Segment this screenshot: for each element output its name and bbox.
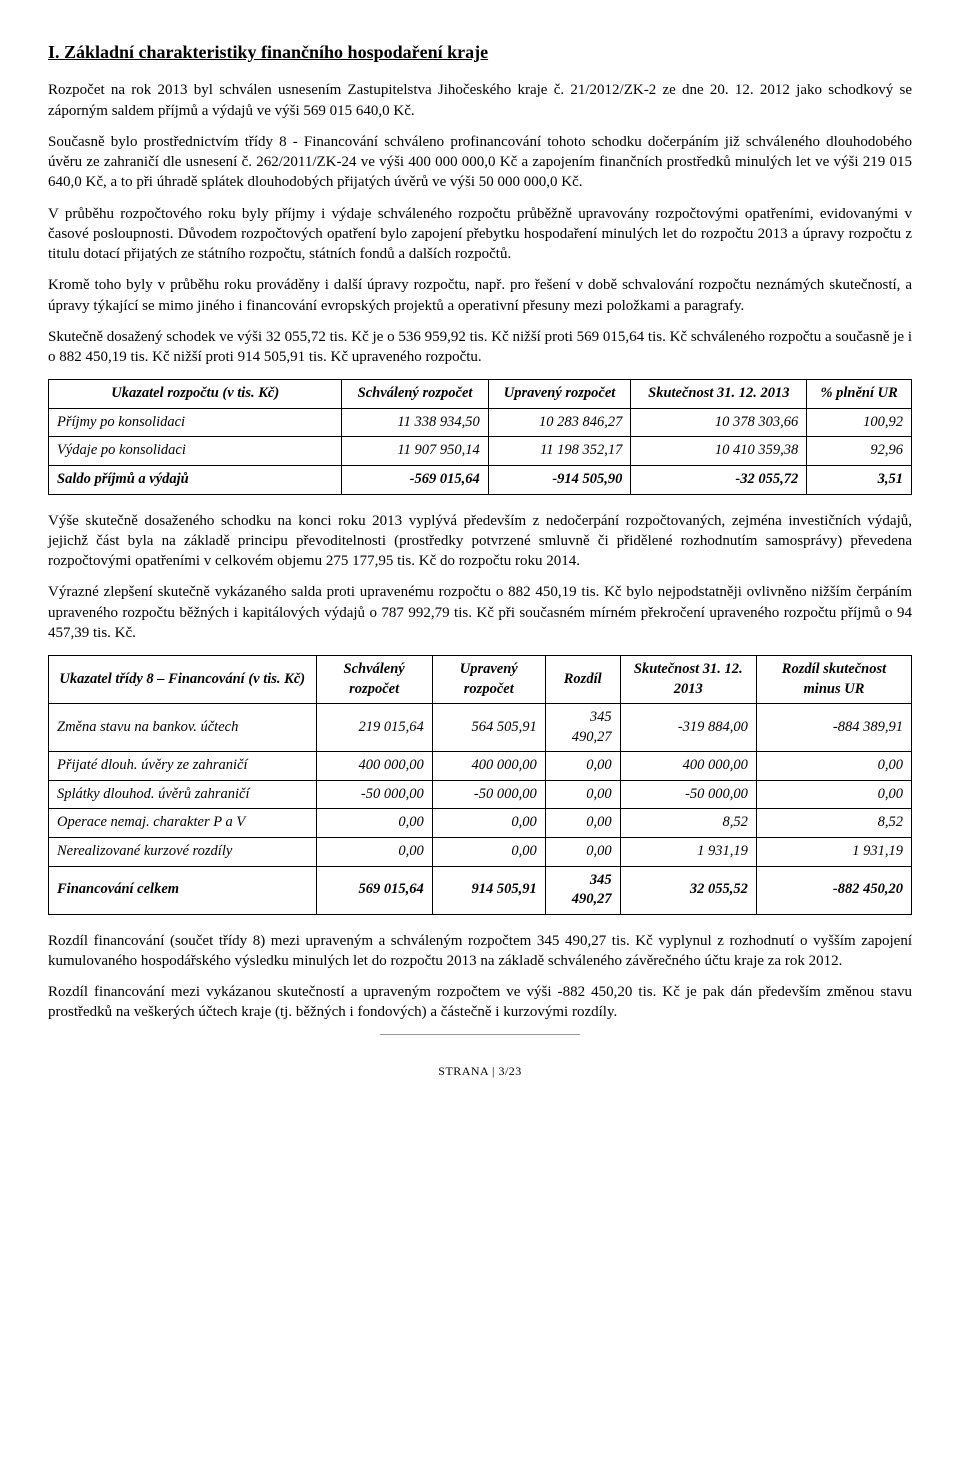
paragraph: V průběhu rozpočtového roku byly příjmy … (48, 204, 912, 265)
table-row: Operace nemaj. charakter P a V0,000,000,… (49, 809, 912, 838)
cell: 11 338 934,50 (342, 408, 488, 437)
cell: 400 000,00 (620, 752, 756, 781)
cell: 32 055,52 (620, 866, 756, 914)
cell: 219 015,64 (316, 704, 432, 752)
footer-divider (380, 1034, 580, 1035)
col-header: Rozdíl (545, 656, 620, 704)
col-header: Skutečnost 31. 12. 2013 (620, 656, 756, 704)
row-label: Výdaje po konsolidaci (49, 437, 342, 466)
row-label: Změna stavu na bankov. účtech (49, 704, 317, 752)
row-label: Financování celkem (49, 866, 317, 914)
cell: -50 000,00 (432, 780, 545, 809)
budget-table-2: Ukazatel třídy 8 – Financování (v tis. K… (48, 655, 912, 915)
cell: 11 907 950,14 (342, 437, 488, 466)
table-row: Nerealizované kurzové rozdíly0,000,000,0… (49, 837, 912, 866)
table-row: Financování celkem569 015,64914 505,9134… (49, 866, 912, 914)
cell: 1 931,19 (756, 837, 911, 866)
row-label: Nerealizované kurzové rozdíly (49, 837, 317, 866)
cell: 0,00 (545, 752, 620, 781)
col-header: Ukazatel třídy 8 – Financování (v tis. K… (49, 656, 317, 704)
cell: 400 000,00 (316, 752, 432, 781)
cell: 0,00 (756, 780, 911, 809)
col-header: Skutečnost 31. 12. 2013 (631, 380, 807, 409)
paragraph: Výrazné zlepšení skutečně vykázaného sal… (48, 582, 912, 643)
col-header: Rozdíl skutečnost minus UR (756, 656, 911, 704)
cell: 345 490,27 (545, 866, 620, 914)
cell: 0,00 (316, 837, 432, 866)
cell: 0,00 (432, 837, 545, 866)
cell: 0,00 (545, 780, 620, 809)
cell: 400 000,00 (432, 752, 545, 781)
col-header: Schválený rozpočet (316, 656, 432, 704)
cell: 100,92 (807, 408, 912, 437)
col-header: Upravený rozpočet (432, 656, 545, 704)
row-label: Příjmy po konsolidaci (49, 408, 342, 437)
col-header: Ukazatel rozpočtu (v tis. Kč) (49, 380, 342, 409)
cell: 10 378 303,66 (631, 408, 807, 437)
row-label: Přijaté dlouh. úvěry ze zahraničí (49, 752, 317, 781)
page-footer: STRANA | 3/23 (48, 1063, 912, 1079)
cell: 0,00 (432, 809, 545, 838)
cell: -319 884,00 (620, 704, 756, 752)
cell: -882 450,20 (756, 866, 911, 914)
cell: 11 198 352,17 (488, 437, 631, 466)
budget-table-1: Ukazatel rozpočtu (v tis. Kč) Schválený … (48, 379, 912, 494)
paragraph: Rozdíl financování (součet třídy 8) mezi… (48, 931, 912, 972)
cell: 8,52 (620, 809, 756, 838)
cell: 8,52 (756, 809, 911, 838)
table-row: Splátky dlouhod. úvěrů zahraničí-50 000,… (49, 780, 912, 809)
paragraph: Kromě toho byly v průběhu roku prováděny… (48, 275, 912, 316)
cell: 0,00 (545, 837, 620, 866)
paragraph: Rozdíl financování mezi vykázanou skuteč… (48, 982, 912, 1023)
col-header: Schválený rozpočet (342, 380, 488, 409)
cell: 0,00 (545, 809, 620, 838)
cell: 0,00 (316, 809, 432, 838)
section-title: I. Základní charakteristiky finančního h… (48, 40, 912, 64)
cell: 564 505,91 (432, 704, 545, 752)
cell: -50 000,00 (316, 780, 432, 809)
cell: 10 283 846,27 (488, 408, 631, 437)
col-header: Upravený rozpočet (488, 380, 631, 409)
row-label: Saldo příjmů a výdajů (49, 465, 342, 494)
cell: -50 000,00 (620, 780, 756, 809)
cell: 3,51 (807, 465, 912, 494)
cell: -569 015,64 (342, 465, 488, 494)
paragraph: Výše skutečně dosaženého schodku na konc… (48, 511, 912, 572)
cell: -914 505,90 (488, 465, 631, 494)
cell: 914 505,91 (432, 866, 545, 914)
table-row: Příjmy po konsolidaci11 338 934,5010 283… (49, 408, 912, 437)
paragraph: Současně bylo prostřednictvím třídy 8 - … (48, 132, 912, 193)
table-row: Výdaje po konsolidaci11 907 950,1411 198… (49, 437, 912, 466)
cell: 0,00 (756, 752, 911, 781)
table-row: Saldo příjmů a výdajů-569 015,64-914 505… (49, 465, 912, 494)
cell: 569 015,64 (316, 866, 432, 914)
cell: -884 389,91 (756, 704, 911, 752)
paragraph: Skutečně dosažený schodek ve výši 32 055… (48, 327, 912, 368)
cell: 1 931,19 (620, 837, 756, 866)
paragraph: Rozpočet na rok 2013 byl schválen usnese… (48, 80, 912, 121)
table-row: Změna stavu na bankov. účtech219 015,645… (49, 704, 912, 752)
row-label: Operace nemaj. charakter P a V (49, 809, 317, 838)
cell: 10 410 359,38 (631, 437, 807, 466)
cell: 92,96 (807, 437, 912, 466)
cell: 345 490,27 (545, 704, 620, 752)
table-row: Přijaté dlouh. úvěry ze zahraničí400 000… (49, 752, 912, 781)
col-header: % plnění UR (807, 380, 912, 409)
row-label: Splátky dlouhod. úvěrů zahraničí (49, 780, 317, 809)
cell: -32 055,72 (631, 465, 807, 494)
